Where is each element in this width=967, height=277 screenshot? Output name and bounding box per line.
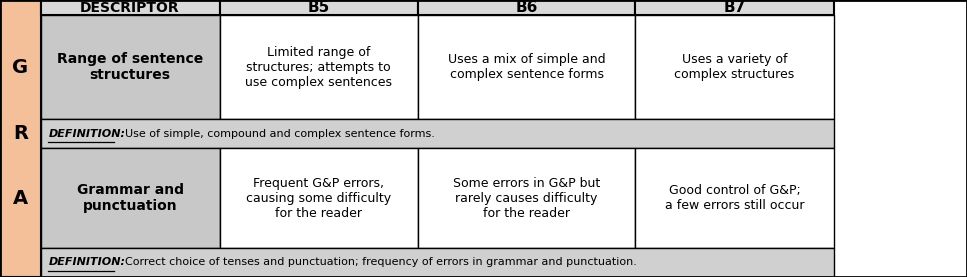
Text: A: A bbox=[13, 189, 28, 207]
Text: Some errors in G&P but
rarely causes difficulty
for the reader: Some errors in G&P but rarely causes dif… bbox=[453, 176, 601, 220]
FancyBboxPatch shape bbox=[418, 0, 635, 15]
FancyBboxPatch shape bbox=[220, 148, 418, 248]
Text: Good control of G&P;
a few errors still occur: Good control of G&P; a few errors still … bbox=[664, 184, 805, 212]
Text: Limited range of
structures; attempts to
use complex sentences: Limited range of structures; attempts to… bbox=[245, 46, 393, 89]
Text: Use of simple, compound and complex sentence forms.: Use of simple, compound and complex sent… bbox=[118, 129, 435, 139]
FancyBboxPatch shape bbox=[220, 0, 418, 15]
Text: DEFINITION:: DEFINITION: bbox=[48, 257, 126, 268]
Text: Grammar and
punctuation: Grammar and punctuation bbox=[76, 183, 184, 213]
Text: B6: B6 bbox=[515, 0, 538, 15]
Text: Uses a mix of simple and
complex sentence forms: Uses a mix of simple and complex sentenc… bbox=[448, 53, 605, 81]
FancyBboxPatch shape bbox=[418, 15, 635, 119]
Text: Correct choice of tenses and punctuation; frequency of errors in grammar and pun: Correct choice of tenses and punctuation… bbox=[118, 257, 637, 268]
FancyBboxPatch shape bbox=[635, 148, 834, 248]
FancyBboxPatch shape bbox=[418, 148, 635, 248]
Text: B7: B7 bbox=[723, 0, 746, 15]
FancyBboxPatch shape bbox=[635, 15, 834, 119]
Text: Frequent G&P errors,
causing some difficulty
for the reader: Frequent G&P errors, causing some diffic… bbox=[246, 176, 392, 220]
Text: DESCRIPTOR: DESCRIPTOR bbox=[80, 1, 180, 15]
FancyBboxPatch shape bbox=[220, 15, 418, 119]
FancyBboxPatch shape bbox=[41, 248, 834, 277]
Text: DEFINITION:: DEFINITION: bbox=[48, 129, 126, 139]
FancyBboxPatch shape bbox=[635, 0, 834, 15]
FancyBboxPatch shape bbox=[41, 119, 834, 148]
FancyBboxPatch shape bbox=[0, 0, 41, 277]
Text: Range of sentence
structures: Range of sentence structures bbox=[57, 52, 203, 82]
FancyBboxPatch shape bbox=[41, 148, 220, 248]
Text: Uses a variety of
complex structures: Uses a variety of complex structures bbox=[674, 53, 795, 81]
Text: G: G bbox=[13, 58, 28, 77]
Text: B5: B5 bbox=[308, 0, 330, 15]
FancyBboxPatch shape bbox=[41, 15, 220, 119]
Text: R: R bbox=[13, 124, 28, 143]
FancyBboxPatch shape bbox=[41, 0, 220, 15]
